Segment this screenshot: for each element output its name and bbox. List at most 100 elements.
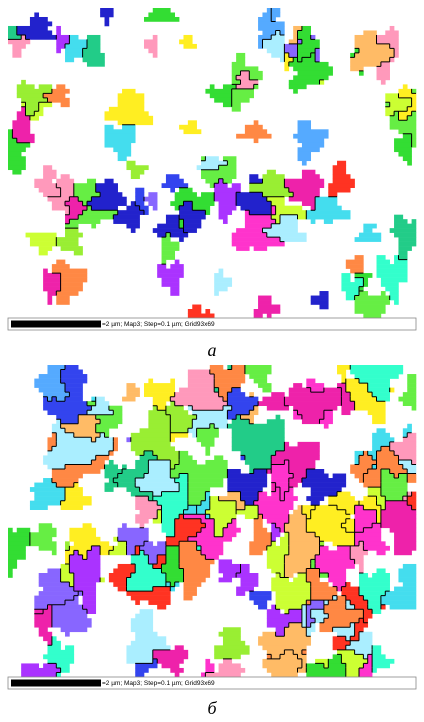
grain-run xyxy=(12,125,30,130)
grain-run xyxy=(175,392,219,397)
grain-run xyxy=(56,291,78,296)
grain-run xyxy=(363,474,381,479)
grain-run xyxy=(113,215,140,220)
grain-run xyxy=(47,568,60,573)
grain-run xyxy=(280,537,289,542)
grain-run xyxy=(377,451,395,456)
grain-run xyxy=(214,273,223,278)
grain-run xyxy=(306,668,346,673)
grain-run xyxy=(205,460,227,465)
grain-run xyxy=(214,528,223,533)
grain-run xyxy=(236,134,271,139)
grain-run xyxy=(219,210,232,215)
grain-run xyxy=(39,84,52,89)
grain-run xyxy=(188,428,197,433)
grain-run xyxy=(113,147,131,152)
grain-run xyxy=(355,44,390,49)
grain-run xyxy=(284,183,324,188)
grain-run xyxy=(254,406,259,411)
grain-run xyxy=(276,596,311,601)
grain-run xyxy=(341,273,350,278)
grain-run xyxy=(179,541,197,546)
grain-run xyxy=(298,152,311,157)
grain-run xyxy=(153,496,188,501)
grain-run xyxy=(56,84,65,89)
grain-run xyxy=(144,17,179,22)
grain-run xyxy=(56,433,74,438)
grain-run xyxy=(407,379,416,384)
grain-run xyxy=(131,170,144,175)
grain-run xyxy=(34,179,52,184)
grain-run xyxy=(232,519,237,524)
grain-run xyxy=(214,278,232,283)
grain-run xyxy=(140,428,171,433)
grain-run xyxy=(96,183,118,188)
grain-run xyxy=(298,156,311,161)
grain-run xyxy=(298,147,320,152)
grain-run xyxy=(377,264,408,269)
grain-run xyxy=(337,492,350,497)
grain-run xyxy=(30,501,61,506)
grain-run xyxy=(135,564,153,569)
grain-run xyxy=(306,672,346,677)
grain-run xyxy=(341,392,350,397)
grain-run xyxy=(39,251,48,256)
grain-run xyxy=(148,600,170,605)
grain-run xyxy=(43,273,61,278)
grain-run xyxy=(333,170,346,175)
grain-run xyxy=(398,246,411,251)
grain-run xyxy=(403,134,412,139)
grain-run xyxy=(324,424,329,429)
grain-run xyxy=(328,578,346,583)
grain-run xyxy=(144,383,175,388)
grain-run xyxy=(377,273,408,278)
grain-run xyxy=(65,233,83,238)
grain-run xyxy=(52,636,57,641)
grain-run xyxy=(377,496,386,501)
grain-run xyxy=(113,410,122,415)
grain-run xyxy=(39,546,57,551)
grain-run xyxy=(188,314,215,319)
grain-run xyxy=(398,573,416,578)
grain-run xyxy=(363,282,368,287)
grain-run xyxy=(333,165,346,170)
grain-run xyxy=(319,291,328,296)
grain-run xyxy=(232,237,281,242)
grain-run xyxy=(254,138,259,143)
grain-run xyxy=(394,546,416,551)
grain-run xyxy=(65,383,83,388)
grain-run xyxy=(271,35,284,40)
grain-run xyxy=(131,596,171,601)
grain-run xyxy=(377,260,390,265)
grain-run xyxy=(162,251,175,256)
grain-run xyxy=(47,650,74,655)
grain-run xyxy=(385,591,416,596)
grain-run xyxy=(100,419,122,424)
grain-run xyxy=(43,278,61,283)
grain-run xyxy=(126,546,135,551)
grain-run xyxy=(315,532,355,537)
grain-run xyxy=(56,672,61,677)
grain-run xyxy=(153,397,171,402)
grain-run xyxy=(333,174,351,179)
grain-run xyxy=(245,215,272,220)
grain-run xyxy=(385,505,412,510)
grain-run xyxy=(372,573,390,578)
grain-run xyxy=(223,627,241,632)
grain-run xyxy=(61,102,70,107)
grain-run xyxy=(337,365,350,370)
grain-run xyxy=(293,134,328,139)
grain-run xyxy=(69,559,100,564)
grain-run xyxy=(56,30,61,35)
grain-run xyxy=(131,446,175,451)
grain-run xyxy=(74,578,101,583)
grain-run xyxy=(412,138,417,143)
grain-run xyxy=(61,374,88,379)
grain-run xyxy=(179,210,206,215)
grain-run xyxy=(61,505,83,510)
grain-run xyxy=(363,278,368,283)
grain-run xyxy=(293,415,302,420)
grain-run xyxy=(65,365,78,370)
grain-run xyxy=(205,309,210,314)
grain-run xyxy=(390,125,417,130)
